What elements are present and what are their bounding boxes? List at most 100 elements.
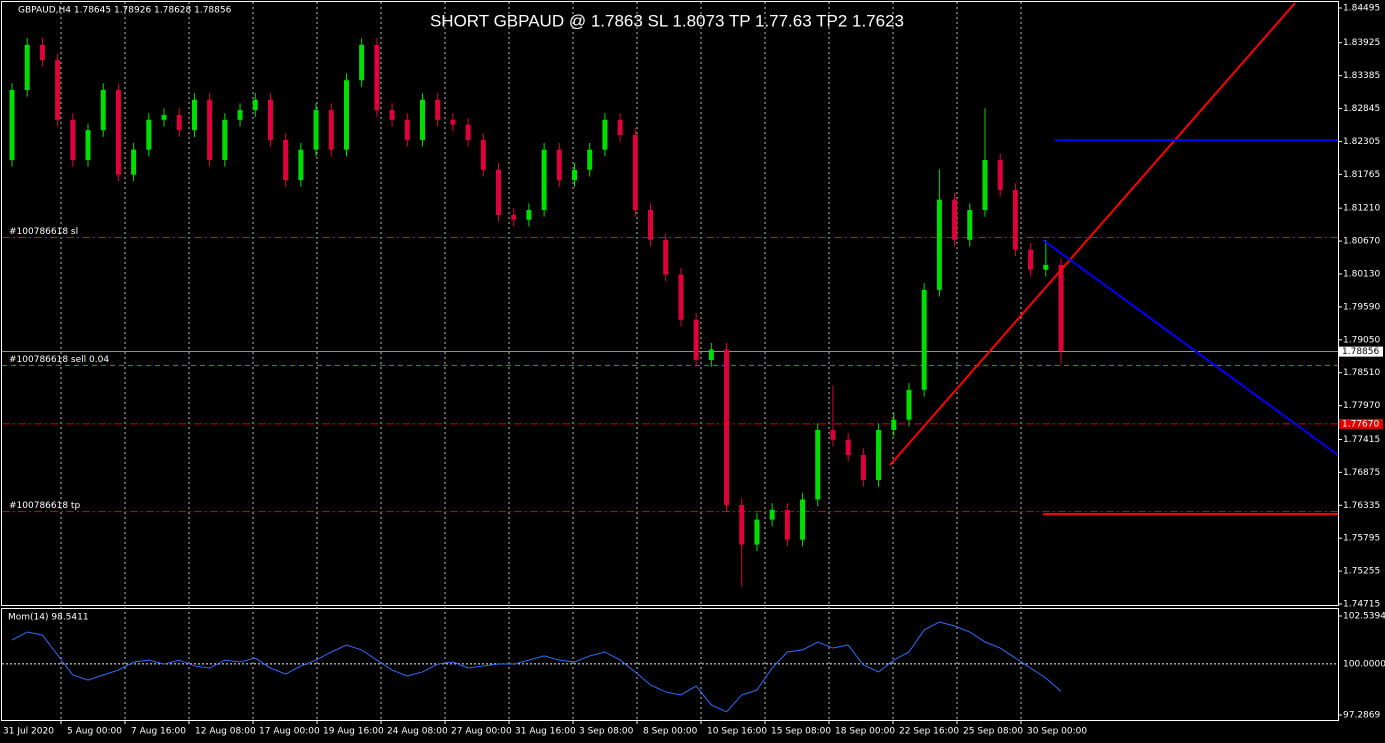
indicator-label: Mom(14) 98.5411 (8, 613, 89, 623)
candle-body (222, 119, 228, 161)
candle-body (450, 119, 456, 125)
order-level-label: #100786618 sell 0.04 (9, 355, 109, 365)
x-tick-label: 27 Aug 00:00 (451, 727, 512, 737)
candle-body (359, 44, 365, 81)
candle-body (1058, 264, 1064, 352)
candle-body (800, 499, 806, 540)
x-tick-label: 3 Sep 08:00 (579, 727, 634, 737)
x-tick-label: 8 Sep 00:00 (643, 727, 698, 737)
candle-body (419, 99, 425, 140)
y-tick-label: 1.84495 (1343, 4, 1380, 14)
x-tick-label: 18 Sep 00:00 (835, 727, 895, 737)
drawings (889, 2, 1339, 515)
candle-body (283, 139, 289, 181)
y-tick-label: 1.75795 (1343, 534, 1380, 544)
candle-body (769, 509, 775, 520)
symbol-header: GBPAUD,H4 1.78645 1.78926 1.78628 1.7885… (18, 6, 232, 16)
candle-body (906, 389, 912, 420)
candle-body (1028, 249, 1034, 270)
candle-body (343, 80, 349, 150)
candle-body (100, 89, 106, 131)
candle-body (313, 110, 319, 150)
candle-body (541, 149, 547, 211)
y-tick-label: 1.82305 (1343, 137, 1380, 147)
x-tick-label: 5 Aug 00:00 (67, 727, 122, 737)
y-tick-label: 1.82845 (1343, 104, 1380, 114)
candle-body (267, 99, 273, 140)
chart-title: SHORT GBPAUD @ 1.7863 SL 1.8073 TP 1.77.… (430, 11, 904, 30)
current-price-box (1339, 346, 1383, 357)
candle-body (556, 149, 562, 181)
y-tick-label: 1.81210 (1343, 204, 1380, 214)
y-tick-label: 1.74715 (1343, 600, 1380, 610)
indicator-frame (1, 608, 1339, 721)
candle-body (85, 130, 91, 161)
candle-body (815, 430, 821, 500)
candle-body (191, 99, 197, 131)
candle-body (784, 509, 790, 540)
current-price-label: 1.78856 (1342, 347, 1379, 357)
x-tick-label: 17 Aug 00:00 (259, 727, 320, 737)
candle-body (389, 110, 395, 120)
candle-body (860, 455, 866, 480)
candle-body (1012, 189, 1018, 250)
candle-body (997, 160, 1003, 190)
y-tick-label: 1.77970 (1343, 401, 1380, 411)
candle-body (465, 124, 471, 140)
y-tick-label: 1.83385 (1343, 71, 1380, 81)
y-tick-label: 1.80130 (1343, 270, 1380, 280)
x-tick-label: 12 Aug 08:00 (195, 727, 256, 737)
y-tick-label: 1.77415 (1343, 435, 1380, 445)
order-level-label: #100786618 sl (9, 227, 78, 237)
y-tick-label: 100.0000 (1343, 659, 1385, 669)
x-tick-label: 19 Aug 16:00 (323, 727, 384, 737)
x-tick-label: 30 Sep 00:00 (1027, 727, 1087, 737)
y-tick-label: 1.83925 (1343, 38, 1380, 48)
y-tick-label: 1.79590 (1343, 302, 1380, 312)
candle-body (724, 349, 730, 505)
candle-body (967, 210, 973, 240)
x-tick-label: 7 Aug 16:00 (131, 727, 186, 737)
candle-body (131, 149, 137, 175)
candle-body (70, 119, 76, 161)
candle-body (207, 99, 213, 161)
candle-body (678, 274, 684, 320)
x-tick-label: 10 Sep 16:00 (707, 727, 767, 737)
main-frame (1, 1, 1339, 606)
trend-line (1042, 239, 1339, 456)
candle-body (982, 160, 988, 211)
x-tick-label: 31 Aug 16:00 (515, 727, 576, 737)
candle-body (237, 110, 243, 120)
candle-body (24, 44, 30, 90)
candle-body (876, 430, 882, 480)
candle-body (921, 289, 927, 390)
y-tick-label: 1.76335 (1343, 501, 1380, 511)
marker-box (1339, 418, 1383, 429)
x-tick-label: 22 Sep 16:00 (899, 727, 959, 737)
candle-body (952, 199, 958, 240)
y-tick-label: 102.5394 (1343, 612, 1385, 622)
candle-body (663, 239, 669, 275)
candle-body (511, 214, 517, 220)
candle-body (587, 149, 593, 170)
y-tick-label: 1.78510 (1343, 368, 1380, 378)
candle-body (739, 504, 745, 545)
candle-body (55, 60, 61, 120)
candle-body (404, 119, 410, 140)
candle-body (435, 99, 441, 120)
candle-body (9, 89, 15, 161)
y-tick-label: 1.80670 (1343, 237, 1380, 247)
candle-body (480, 139, 486, 170)
candle-body (572, 169, 578, 181)
candle-body (602, 119, 608, 150)
x-tick-label: 31 Jul 2020 (3, 727, 54, 737)
candle-body (495, 169, 501, 215)
candle-body (526, 210, 532, 220)
candle-body (161, 114, 167, 120)
candle-body (648, 210, 654, 240)
x-tick-label: 15 Sep 08:00 (771, 727, 831, 737)
candle-body (936, 199, 942, 290)
